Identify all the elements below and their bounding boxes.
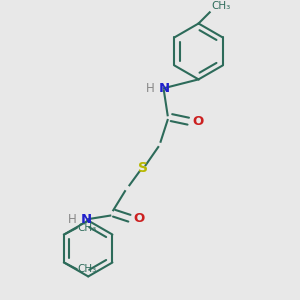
Text: N: N — [159, 82, 170, 95]
Text: O: O — [134, 212, 145, 225]
Text: S: S — [138, 161, 148, 175]
Text: N: N — [81, 213, 92, 226]
Text: CH₃: CH₃ — [78, 223, 97, 233]
Text: H: H — [146, 82, 155, 95]
Text: CH₃: CH₃ — [211, 1, 230, 11]
Text: H: H — [68, 213, 77, 226]
Text: O: O — [193, 115, 204, 128]
Text: CH₃: CH₃ — [78, 264, 97, 274]
